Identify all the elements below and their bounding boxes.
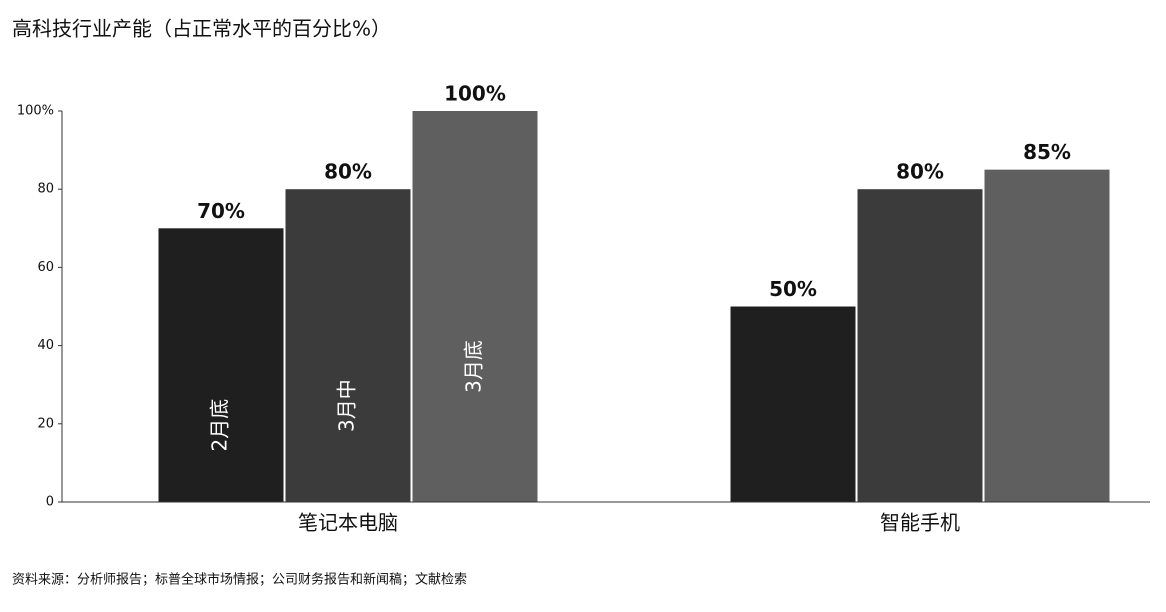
legend-label: 3月底	[462, 340, 486, 393]
legend-label: 3月中	[335, 379, 359, 432]
y-tick-label: 0	[46, 495, 54, 510]
y-tick-label: 100%	[17, 104, 54, 119]
value-label: 80%	[324, 160, 372, 184]
value-label: 80%	[896, 160, 944, 184]
bar	[412, 111, 538, 502]
bar	[158, 228, 284, 503]
bar	[730, 306, 856, 502]
value-label: 100%	[444, 82, 506, 106]
bar	[857, 189, 983, 502]
y-tick-label: 20	[37, 416, 54, 431]
source-note: 资料来源：分析师报告；标普全球市场情报；公司财务报告和新闻稿；文献检索	[12, 572, 467, 588]
value-label: 85%	[1023, 140, 1071, 164]
chart-title: 高科技行业产能（占正常水平的百分比%）	[12, 17, 391, 41]
y-tick-label: 40	[37, 338, 54, 353]
x-tick-label: 智能手机	[880, 511, 960, 535]
bar	[285, 189, 411, 502]
y-tick-label: 80	[37, 182, 54, 197]
value-label: 50%	[769, 277, 817, 301]
bar	[984, 169, 1110, 502]
value-label: 70%	[197, 199, 245, 223]
x-tick-label: 笔记本电脑	[298, 511, 398, 535]
y-tick-label: 60	[37, 260, 54, 275]
legend-label: 2月底	[208, 399, 232, 452]
